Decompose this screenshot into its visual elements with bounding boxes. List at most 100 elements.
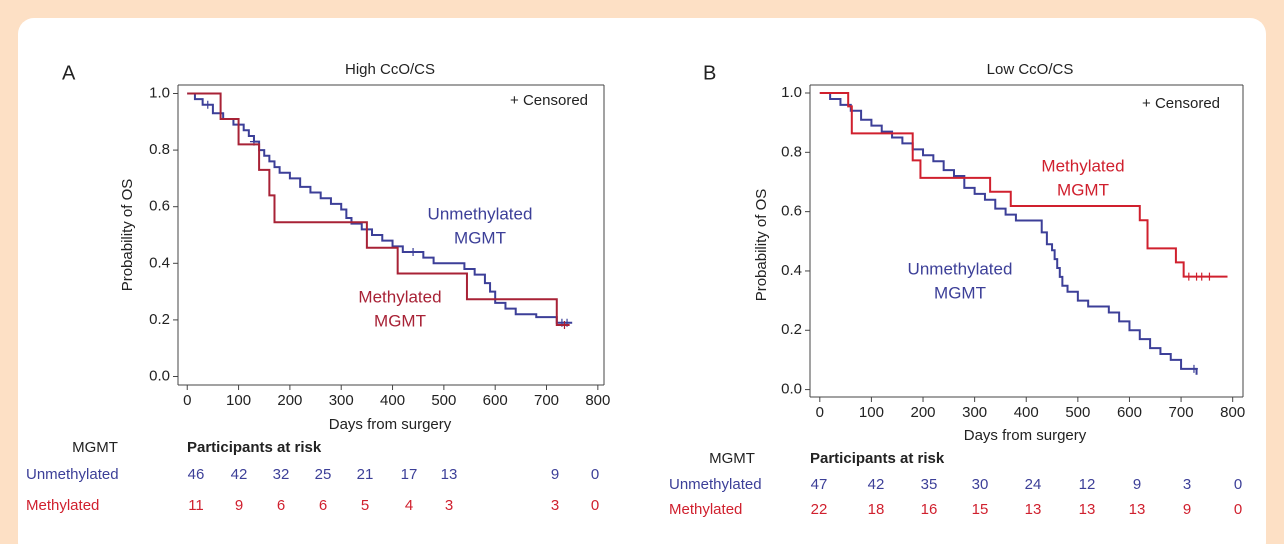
curve-label: Unmethylated xyxy=(428,204,533,223)
censor-mark xyxy=(409,247,418,256)
y-tick-label: 0.0 xyxy=(149,367,170,384)
curve-label: Unmethylated xyxy=(908,259,1013,278)
risk-count: 9 xyxy=(235,497,243,514)
censor-mark xyxy=(1205,272,1214,281)
risk-count: 30 xyxy=(972,476,989,493)
risk-header: MGMT xyxy=(72,439,118,456)
risk-count: 0 xyxy=(591,497,599,514)
risk-row-name: Methylated xyxy=(26,497,99,514)
x-tick-label: 800 xyxy=(585,392,610,409)
x-tick-label: 500 xyxy=(1065,404,1090,421)
y-tick-label: 1.0 xyxy=(149,84,170,101)
survival-curve xyxy=(819,92,1198,375)
censored-note: + Censored xyxy=(510,92,588,109)
risk-title: Participants at risk xyxy=(810,450,945,467)
x-tick-label: 200 xyxy=(277,392,302,409)
risk-count: 24 xyxy=(1025,476,1042,493)
risk-count: 22 xyxy=(811,501,828,518)
risk-count: 35 xyxy=(921,476,938,493)
y-tick-label: 0.4 xyxy=(781,262,802,279)
panel-background xyxy=(18,18,1266,544)
risk-count: 0 xyxy=(1234,476,1242,493)
risk-header: MGMT xyxy=(709,450,755,467)
y-tick-label: 0.0 xyxy=(781,381,802,398)
panel-letter: B xyxy=(703,62,716,84)
chart-title: High CcO/CS xyxy=(345,61,435,78)
y-tick-label: 0.2 xyxy=(781,321,802,338)
survival-curve xyxy=(187,92,570,326)
panel-letter: A xyxy=(62,62,76,84)
x-tick-label: 300 xyxy=(962,404,987,421)
risk-count: 3 xyxy=(445,497,453,514)
x-tick-label: 200 xyxy=(911,404,936,421)
x-tick-label: 700 xyxy=(1169,404,1194,421)
x-tick-label: 300 xyxy=(329,392,354,409)
risk-count: 3 xyxy=(1183,476,1191,493)
x-tick-label: 500 xyxy=(431,392,456,409)
x-tick-label: 400 xyxy=(380,392,405,409)
risk-count: 21 xyxy=(357,466,374,483)
x-tick-label: 100 xyxy=(859,404,884,421)
x-tick-label: 0 xyxy=(816,404,824,421)
risk-count: 15 xyxy=(972,501,989,518)
curve-label: Methylated xyxy=(1041,156,1124,175)
risk-count: 46 xyxy=(188,466,205,483)
risk-count: 0 xyxy=(591,466,599,483)
x-tick-label: 700 xyxy=(534,392,559,409)
risk-count: 6 xyxy=(277,497,285,514)
risk-count: 25 xyxy=(315,466,332,483)
censor-mark xyxy=(1184,272,1193,281)
curve-label: MGMT xyxy=(374,311,426,330)
risk-count: 17 xyxy=(401,466,418,483)
survival-curve xyxy=(819,92,1228,278)
censor-mark xyxy=(203,100,212,109)
y-tick-label: 0.8 xyxy=(781,143,802,160)
risk-count: 5 xyxy=(361,497,369,514)
x-tick-label: 600 xyxy=(483,392,508,409)
risk-count: 9 xyxy=(551,466,559,483)
risk-count: 0 xyxy=(1234,501,1242,518)
risk-count: 13 xyxy=(1129,501,1146,518)
risk-count: 42 xyxy=(231,466,248,483)
risk-count: 11 xyxy=(188,497,204,514)
y-tick-label: 0.4 xyxy=(149,254,170,271)
risk-count: 12 xyxy=(1079,476,1096,493)
x-axis-label: Days from surgery xyxy=(964,427,1087,444)
risk-count: 47 xyxy=(811,476,828,493)
censor-mark xyxy=(1189,364,1198,373)
risk-count: 9 xyxy=(1133,476,1141,493)
risk-count: 3 xyxy=(551,497,559,514)
curve-label: MGMT xyxy=(454,228,506,247)
x-tick-label: 0 xyxy=(183,392,191,409)
x-axis-label: Days from surgery xyxy=(329,416,452,433)
risk-count: 6 xyxy=(319,497,327,514)
y-axis-label: Probability of OS xyxy=(753,189,770,302)
risk-count: 42 xyxy=(868,476,885,493)
risk-count: 13 xyxy=(441,466,458,483)
risk-count: 18 xyxy=(868,501,885,518)
risk-title: Participants at risk xyxy=(187,439,322,456)
risk-count: 9 xyxy=(1183,501,1191,518)
x-tick-label: 400 xyxy=(1014,404,1039,421)
risk-count: 32 xyxy=(273,466,290,483)
x-tick-label: 800 xyxy=(1220,404,1245,421)
y-tick-label: 0.2 xyxy=(149,311,170,328)
censored-note: + Censored xyxy=(1142,95,1220,112)
x-tick-label: 600 xyxy=(1117,404,1142,421)
y-tick-label: 0.6 xyxy=(781,203,802,220)
risk-count: 16 xyxy=(921,501,938,518)
risk-row-name: Unmethylated xyxy=(669,476,762,493)
y-tick-label: 0.8 xyxy=(149,141,170,158)
x-tick-label: 100 xyxy=(226,392,251,409)
risk-row-name: Unmethylated xyxy=(26,466,119,483)
curve-label: MGMT xyxy=(1057,180,1109,199)
censor-mark xyxy=(1197,272,1206,281)
survival-curve xyxy=(187,92,573,324)
curve-label: MGMT xyxy=(934,283,986,302)
chart-title: Low CcO/CS xyxy=(987,61,1074,78)
censor-mark xyxy=(560,321,569,329)
curve-label: Methylated xyxy=(358,287,441,306)
y-tick-label: 1.0 xyxy=(781,84,802,101)
y-tick-label: 0.6 xyxy=(149,198,170,215)
